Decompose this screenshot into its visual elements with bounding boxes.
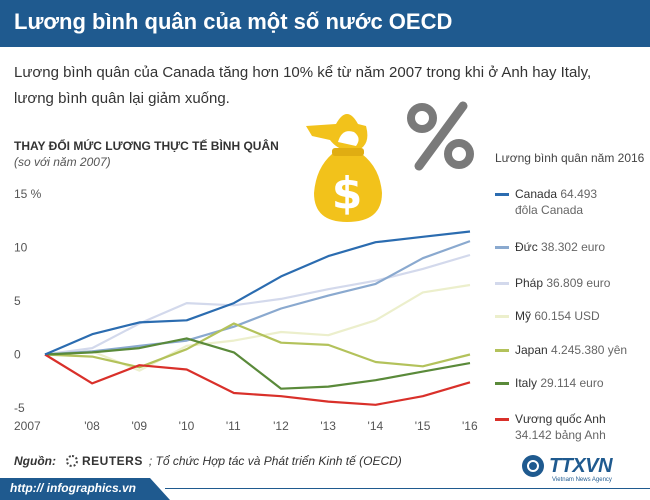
- x-tick-label: '11: [226, 419, 241, 433]
- y-tick-label: -5: [14, 401, 25, 415]
- x-tick-label: '14: [368, 419, 384, 433]
- y-tick-label: 0: [14, 348, 21, 362]
- footer-rule: [165, 488, 650, 489]
- brand-logo: TTXVN: [522, 455, 613, 477]
- reuters-logo-icon: [65, 455, 78, 467]
- ttxvn-globe-icon: [522, 455, 544, 477]
- svg-text:$: $: [332, 168, 363, 219]
- legend-value: 64.493: [557, 187, 598, 201]
- legend-title: Lương bình quân năm 2016: [495, 151, 645, 165]
- y-tick-label: 10: [14, 241, 28, 255]
- legend-swatch: [495, 315, 509, 318]
- legend-value: 36.809 euro: [543, 276, 611, 290]
- legend-value: 38.302 euro: [537, 240, 606, 254]
- page-title: Lương bình quân của một số nước OECD: [14, 9, 453, 34]
- series-line: [44, 230, 471, 356]
- legend-swatch: [495, 418, 509, 421]
- legend-item: Đức 38.302 euro: [495, 239, 647, 255]
- legend-text: Italy 29.114 euro: [495, 375, 647, 391]
- legend-item: Japan 4.245.380 yên: [495, 342, 647, 358]
- legend-swatch: [495, 349, 509, 352]
- line-chart: 15 % 10 5 0 -5 2007 '08 '09 '10 '11 '12 '13 '14 '15 '1…: [14, 187, 478, 433]
- x-tick-label: '12: [273, 419, 289, 433]
- legend-series-name: Đức: [515, 240, 538, 254]
- legend-series-name: Mỹ: [515, 309, 531, 323]
- legend-swatch: [495, 382, 509, 385]
- source-line: Nguồn: REUTERS ; Tổ chức Hợp tác và Phát…: [14, 454, 402, 468]
- series-line: [44, 253, 471, 356]
- legend-item: Pháp 36.809 euro: [495, 275, 647, 291]
- source-label: Nguồn:: [14, 454, 56, 468]
- legend-text: Japan 4.245.380 yên: [495, 342, 647, 358]
- series-line: [44, 240, 471, 356]
- series-line: [44, 353, 471, 406]
- source-text: ; Tổ chức Hợp tác và Phát triển Kinh tế …: [148, 454, 402, 468]
- legend-series-name: Vương quốc Anh: [515, 412, 606, 426]
- y-tick-label: 5: [14, 294, 21, 308]
- legend-value: 60.154 USD: [531, 309, 600, 323]
- chart-subtitle: (so với năm 2007): [14, 155, 111, 169]
- legend-item: Mỹ 60.154 USD: [495, 308, 647, 324]
- header-bar: Lương bình quân của một số nước OECD: [0, 0, 650, 47]
- legend-unit: 34.142 bảng Anh: [515, 428, 606, 442]
- legend-unit: đôla Canada: [515, 203, 584, 217]
- legend-swatch: [495, 246, 509, 249]
- legend-item: Italy 29.114 euro: [495, 375, 647, 391]
- website-link[interactable]: http:// infographics.vn: [10, 481, 136, 495]
- series-line: [44, 283, 471, 372]
- money-bag-dollar-icon: $: [306, 114, 382, 222]
- legend-text: Canada 64.493 đôla Canada: [495, 186, 647, 218]
- brand-subtitle: Vietnam News Agency: [552, 477, 612, 483]
- y-tick-label: 15 %: [14, 187, 42, 201]
- x-tick-label: '09: [131, 419, 147, 433]
- x-tick-label: '08: [84, 419, 100, 433]
- legend-text: Đức 38.302 euro: [495, 239, 647, 255]
- x-tick-label: '16: [462, 419, 478, 433]
- legend-series-name: Pháp: [515, 276, 544, 290]
- series-line: [44, 337, 471, 390]
- legend-item: Canada 64.493 đôla Canada: [495, 186, 647, 218]
- percent-icon: [407, 101, 474, 171]
- legend-text: Vương quốc Anh 34.142 bảng Anh: [495, 411, 647, 443]
- legend-item: Vương quốc Anh 34.142 bảng Anh: [495, 411, 647, 443]
- footer-bar: http:// infographics.vn: [0, 478, 170, 500]
- legend-series-name: Italy: [515, 376, 538, 390]
- legend-swatch: [495, 193, 509, 196]
- x-tick-label: '15: [415, 419, 431, 433]
- chart-title: THAY ĐỔI MỨC LƯƠNG THỰC TẾ BÌNH QUÂN: [14, 139, 279, 153]
- reuters-name: REUTERS: [81, 454, 143, 468]
- series-line: [44, 322, 471, 369]
- x-tick-label: 2007: [14, 419, 41, 433]
- brand-name: TTXVN: [549, 455, 613, 477]
- legend-value: 29.114 euro: [537, 376, 604, 390]
- legend-swatch: [495, 282, 509, 285]
- x-tick-label: '13: [320, 419, 336, 433]
- legend-text: Mỹ 60.154 USD: [495, 308, 647, 324]
- x-tick-label: '10: [179, 419, 195, 433]
- intro-text: Lương bình quân của Canada tăng hơn 10% …: [14, 64, 592, 107]
- legend-text: Pháp 36.809 euro: [495, 275, 647, 291]
- legend-series-name: Canada: [515, 187, 558, 201]
- legend-series-name: Japan: [515, 343, 548, 357]
- legend-value: 4.245.380 yên: [547, 343, 628, 357]
